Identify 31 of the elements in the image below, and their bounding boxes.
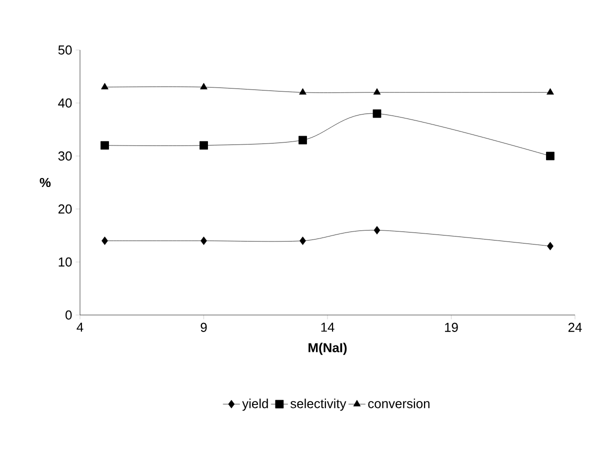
point xyxy=(100,141,109,150)
point xyxy=(546,152,554,160)
legend-label: yield xyxy=(242,398,268,411)
y-tick-label: 50 xyxy=(58,45,72,55)
point xyxy=(372,109,382,118)
x-tick-label: 14 xyxy=(321,322,334,332)
point xyxy=(101,82,108,90)
x-tick-label: 19 xyxy=(445,322,458,332)
y-tick-label: 0 xyxy=(66,310,72,320)
x-axis-title: M(NaI) xyxy=(308,342,347,355)
legend-label: conversion xyxy=(368,398,430,408)
point xyxy=(300,236,306,245)
point xyxy=(373,88,381,95)
point xyxy=(102,236,108,245)
point xyxy=(200,82,208,90)
x-tick-label: 9 xyxy=(200,322,207,332)
y-tick-label: 40 xyxy=(58,98,72,108)
point xyxy=(547,242,554,250)
y-tick-label: 20 xyxy=(58,204,72,214)
legend-label: selectivity xyxy=(290,398,346,411)
x-tick-label: 4 xyxy=(76,322,84,332)
point xyxy=(298,136,307,144)
y-tick-label: 30 xyxy=(58,151,72,161)
x-tick-label: 24 xyxy=(568,322,582,332)
point xyxy=(200,141,208,150)
y-tick-label: 10 xyxy=(58,257,72,267)
point xyxy=(546,88,554,95)
point xyxy=(200,236,207,245)
point xyxy=(374,226,380,234)
y-axis-title: % xyxy=(40,178,51,188)
point xyxy=(299,88,306,95)
